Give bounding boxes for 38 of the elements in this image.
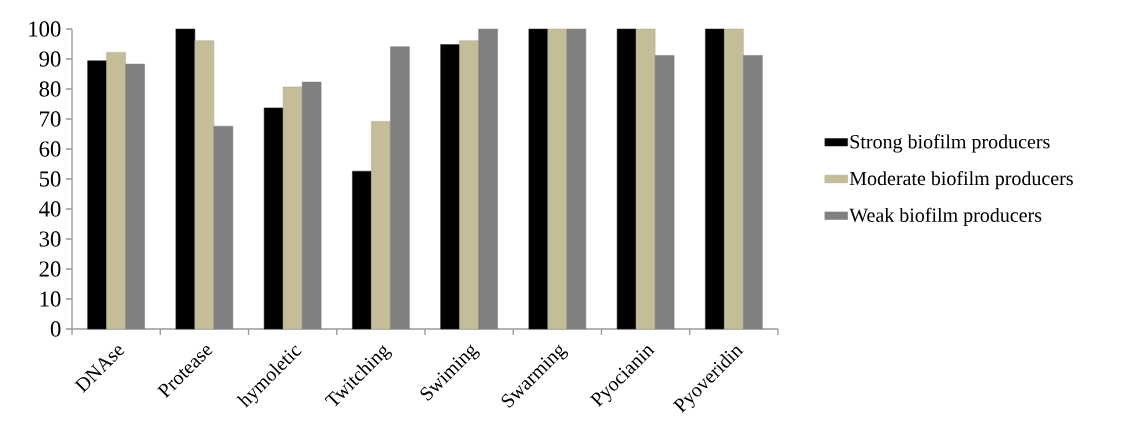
bar: [566, 28, 587, 330]
bar: [213, 125, 234, 330]
bar: [175, 28, 196, 330]
bar: [371, 121, 391, 330]
bar: [390, 46, 410, 330]
bar: [616, 28, 637, 330]
y-tick-label: 50: [39, 171, 61, 187]
y-tick-label: 20: [39, 261, 61, 277]
y-tick-label: 10: [40, 291, 61, 307]
bar: [478, 28, 498, 330]
bar: [654, 55, 675, 330]
bar: [194, 40, 215, 330]
bar: [635, 28, 656, 330]
legend-label: Strong biofilm producers: [850, 134, 1050, 153]
bar: [125, 63, 145, 330]
bar: [528, 28, 549, 330]
y-tick-label: 80: [39, 81, 61, 97]
y-tick-label: 0: [50, 321, 61, 337]
bar: [106, 52, 126, 330]
bar: [87, 60, 107, 330]
bar: [301, 81, 322, 330]
y-tick-label: 30: [39, 231, 61, 247]
bar: [440, 44, 460, 330]
bar: [459, 40, 479, 330]
bar: [743, 55, 763, 330]
bar: [547, 28, 568, 330]
legend-label: Weak biofilm producers: [849, 207, 1042, 227]
y-tick-label: 100: [29, 21, 61, 37]
bar: [352, 170, 372, 330]
y-tick-label: 40: [39, 201, 61, 217]
bar: [282, 86, 303, 330]
y-tick-label: 90: [39, 51, 61, 67]
bar: [705, 28, 725, 330]
bar: [263, 107, 284, 330]
bar: [724, 28, 744, 330]
legend-label: Moderate biofilm producers: [849, 170, 1073, 190]
y-tick-label: 60: [39, 141, 61, 157]
y-tick-label: 70: [40, 111, 61, 127]
